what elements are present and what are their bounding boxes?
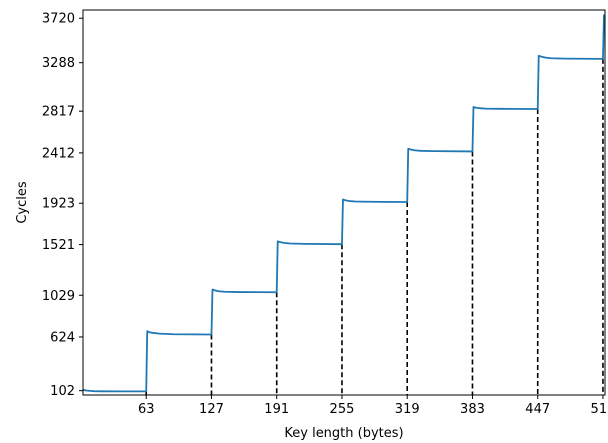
x-axis-ticks: 63 127 191 255 319 383 447 511 xyxy=(138,395,608,417)
y-axis-ticks: 102 624 1029 1521 1923 2412 2817 3288 3720 xyxy=(42,12,83,399)
x-tick-label: 255 xyxy=(330,402,355,417)
y-tick-label: 3288 xyxy=(42,56,75,71)
x-tick-label: 319 xyxy=(395,402,420,417)
y-tick-label: 102 xyxy=(50,384,75,399)
y-axis-label: Cycles xyxy=(15,181,30,224)
x-tick-label: 63 xyxy=(138,402,155,417)
y-tick-label: 1923 xyxy=(42,197,75,212)
y-tick-label: 1029 xyxy=(42,289,75,304)
y-tick-label: 3720 xyxy=(42,12,75,27)
step-boundary-lines xyxy=(145,58,604,395)
x-axis-label: Key length (bytes) xyxy=(284,426,403,441)
x-tick-label: 191 xyxy=(264,402,289,417)
y-tick-label: 624 xyxy=(50,330,75,345)
plot-frame xyxy=(82,9,606,396)
series-line xyxy=(82,14,606,393)
x-tick-label: 127 xyxy=(199,402,224,417)
y-tick-label: 1521 xyxy=(42,238,75,253)
y-tick-label: 2412 xyxy=(42,146,75,161)
y-tick-label: 2817 xyxy=(42,105,75,120)
series-group xyxy=(82,14,606,393)
x-tick-label: 383 xyxy=(460,402,485,417)
x-tick-label: 447 xyxy=(525,402,550,417)
x-tick-label: 511 xyxy=(591,402,608,417)
